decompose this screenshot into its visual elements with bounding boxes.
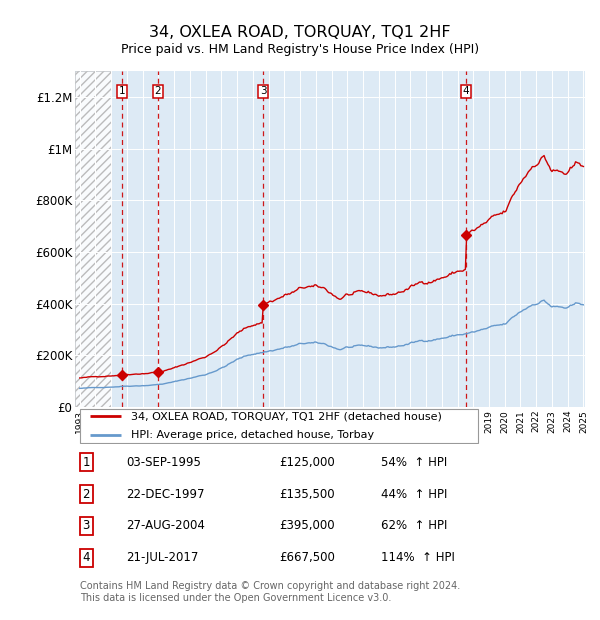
Text: 4: 4 <box>463 86 470 96</box>
Text: 34, OXLEA ROAD, TORQUAY, TQ1 2HF (detached house): 34, OXLEA ROAD, TORQUAY, TQ1 2HF (detach… <box>131 411 442 422</box>
Text: 03-SEP-1995: 03-SEP-1995 <box>126 456 201 469</box>
Text: 34, OXLEA ROAD, TORQUAY, TQ1 2HF: 34, OXLEA ROAD, TORQUAY, TQ1 2HF <box>149 25 451 40</box>
Text: 22-DEC-1997: 22-DEC-1997 <box>126 487 205 500</box>
Text: 21-JUL-2017: 21-JUL-2017 <box>126 551 199 564</box>
Bar <box>75 71 111 407</box>
Text: 54%  ↑ HPI: 54% ↑ HPI <box>381 456 447 469</box>
Text: 114%  ↑ HPI: 114% ↑ HPI <box>381 551 455 564</box>
Text: 44%  ↑ HPI: 44% ↑ HPI <box>381 487 448 500</box>
Text: 1: 1 <box>118 86 125 96</box>
Text: 27-AUG-2004: 27-AUG-2004 <box>126 520 205 533</box>
Text: HPI: Average price, detached house, Torbay: HPI: Average price, detached house, Torb… <box>131 430 374 440</box>
Text: £667,500: £667,500 <box>279 551 335 564</box>
Text: £395,000: £395,000 <box>279 520 335 533</box>
FancyBboxPatch shape <box>80 409 478 443</box>
Text: 4: 4 <box>82 551 90 564</box>
Text: 3: 3 <box>260 86 266 96</box>
Text: 2: 2 <box>82 487 90 500</box>
Text: £125,000: £125,000 <box>279 456 335 469</box>
Text: 62%  ↑ HPI: 62% ↑ HPI <box>381 520 448 533</box>
Text: Price paid vs. HM Land Registry's House Price Index (HPI): Price paid vs. HM Land Registry's House … <box>121 43 479 56</box>
Text: Contains HM Land Registry data © Crown copyright and database right 2024.
This d: Contains HM Land Registry data © Crown c… <box>80 581 460 603</box>
Text: 1: 1 <box>82 456 90 469</box>
Text: 3: 3 <box>83 520 90 533</box>
Text: £135,500: £135,500 <box>279 487 335 500</box>
Text: 2: 2 <box>155 86 161 96</box>
